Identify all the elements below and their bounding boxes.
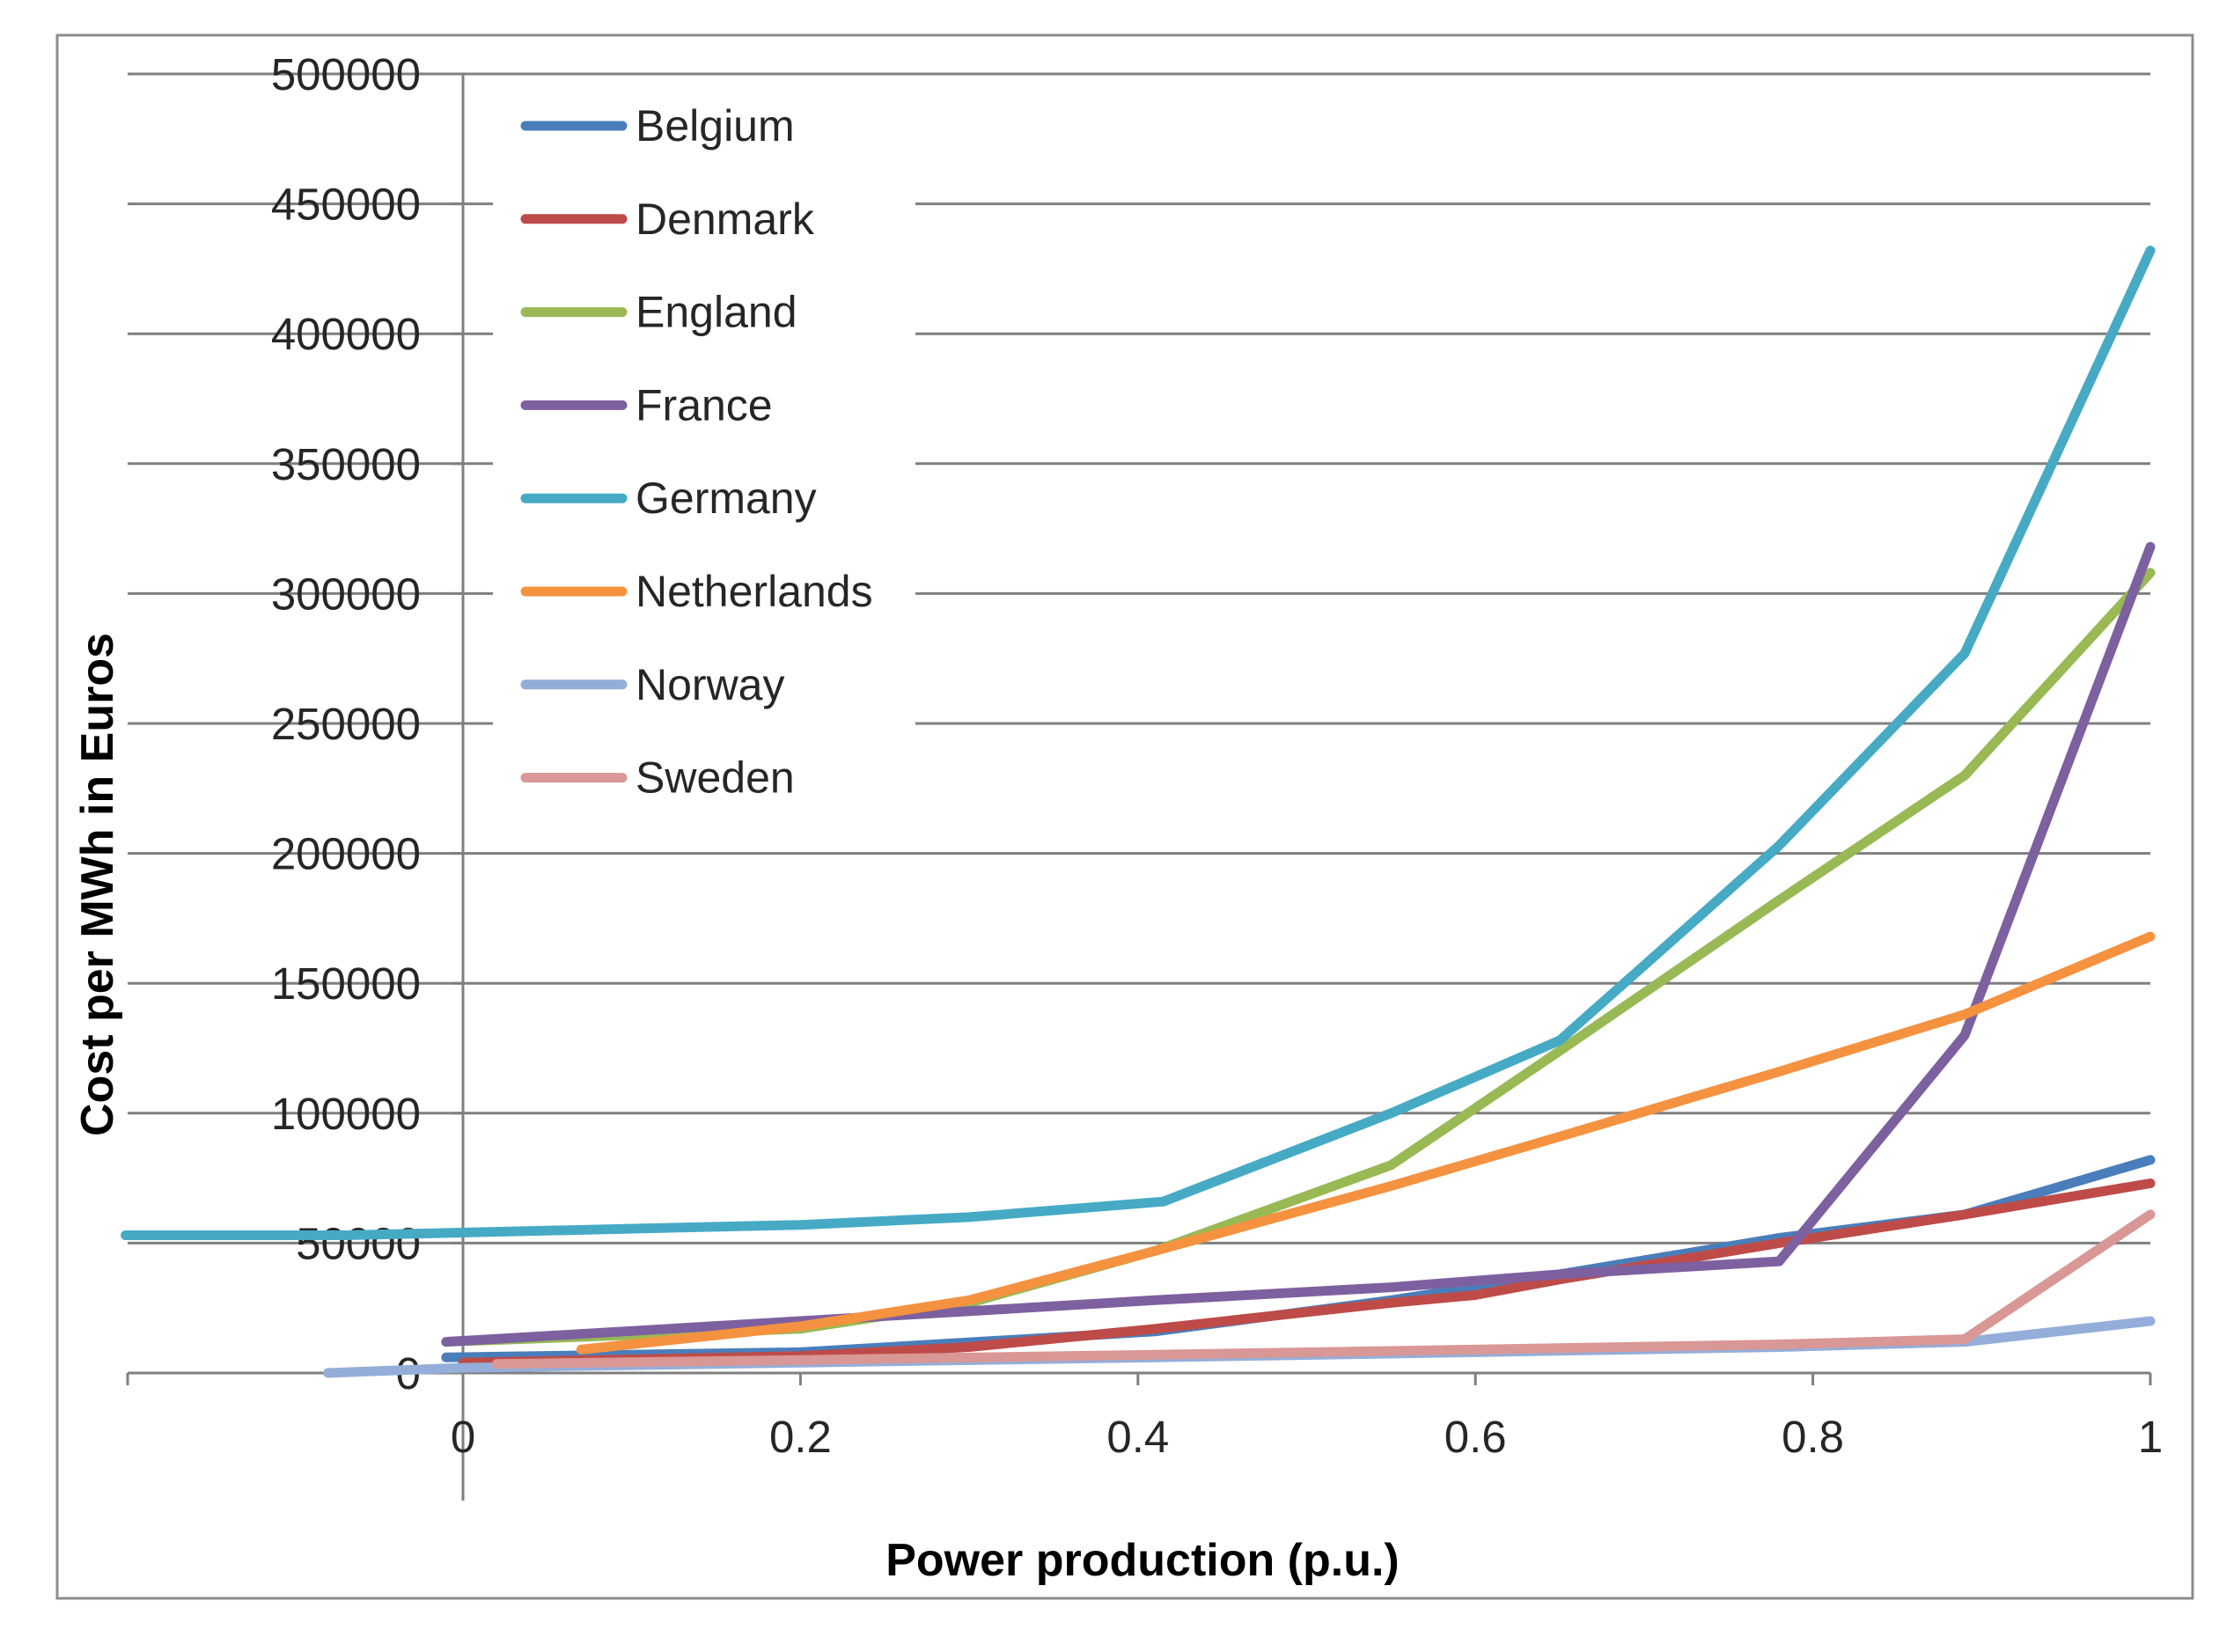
- y-tick-label: 450000: [271, 180, 421, 230]
- legend-label-norway: Norway: [636, 660, 784, 709]
- tick-labels: 0 50000 100000 150000 200000 250000 300000 3500…: [271, 49, 2163, 1462]
- gridlines: [128, 72, 2150, 1245]
- y-tick-label: 200000: [271, 829, 421, 879]
- series-lines: [121, 246, 2156, 1378]
- x-tick-label: 0.6: [1444, 1412, 1507, 1462]
- y-tick-label: 350000: [271, 439, 421, 489]
- y-tick-label: 300000: [271, 569, 421, 619]
- y-tick-label: 500000: [271, 49, 421, 99]
- series-line-denmark: [458, 1178, 2156, 1368]
- legend-label-belgium: Belgium: [636, 101, 795, 151]
- legend-label-denmark: Denmark: [636, 195, 815, 244]
- x-axis-title: Power production (p.u.): [885, 1535, 1400, 1586]
- x-tick-label: 0.4: [1106, 1412, 1169, 1462]
- legend-label-france: France: [636, 380, 773, 430]
- axes: [126, 72, 2152, 1501]
- y-tick-label: 250000: [271, 699, 421, 749]
- series-line-germany: [121, 246, 2156, 1240]
- legend-label-germany: Germany: [636, 474, 817, 523]
- y-tick-label: 400000: [271, 309, 421, 359]
- x-tick-label: 0.8: [1782, 1412, 1844, 1462]
- y-tick-label: 150000: [271, 958, 421, 1009]
- x-tick-label: 1: [2138, 1412, 2163, 1462]
- series-line-sweden: [491, 1209, 2156, 1369]
- chart-frame: [55, 33, 2194, 1600]
- x-tick-label: 0.2: [769, 1412, 832, 1462]
- legend-label-netherlands: Netherlands: [636, 567, 873, 616]
- legend-background: [493, 88, 915, 827]
- legend-label-sweden: Sweden: [636, 753, 795, 803]
- y-axis-title: Cost per MWh in Euros: [72, 633, 123, 1136]
- series-line-netherlands: [576, 931, 2156, 1355]
- x-tick-label: 0: [451, 1412, 475, 1462]
- legend-label-england: England: [636, 288, 797, 337]
- y-tick-label: 50000: [296, 1218, 421, 1268]
- y-tick-label: 100000: [271, 1089, 421, 1139]
- legend: Belgium Denmark England France Germany Nether…: [493, 88, 915, 827]
